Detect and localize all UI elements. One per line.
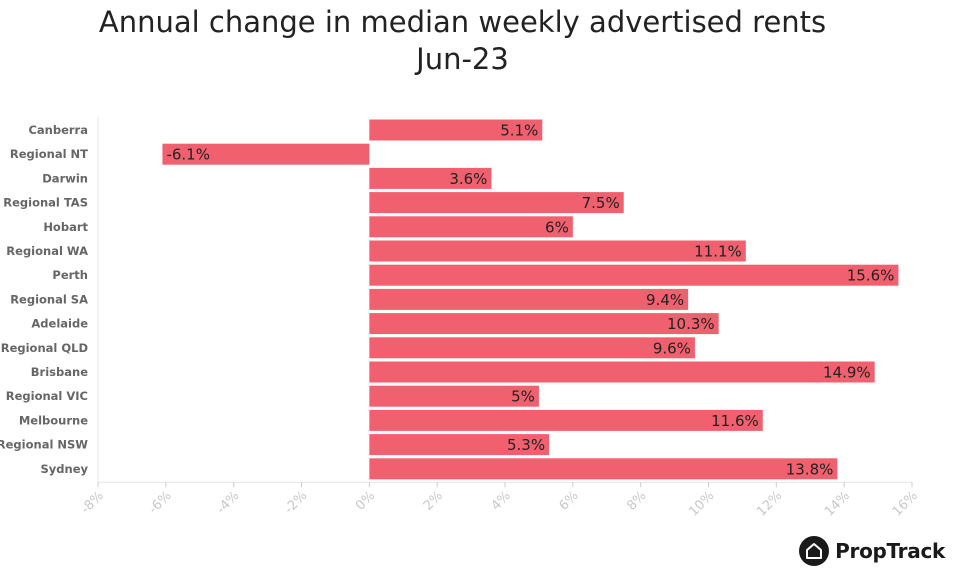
- data-label: 11.1%: [694, 243, 742, 261]
- bar: [369, 240, 746, 262]
- category-label: Regional NSW: [0, 438, 88, 452]
- house-icon: [799, 536, 830, 566]
- x-tick-label: 4%: [489, 489, 514, 514]
- category-label: Regional TAS: [3, 196, 88, 210]
- data-label: 9.4%: [646, 291, 684, 309]
- bar: [369, 192, 624, 214]
- category-label: Regional QLD: [1, 341, 88, 355]
- bar: [369, 409, 763, 431]
- brand-name: PropTrack: [835, 539, 945, 563]
- bar: [369, 216, 573, 238]
- category-label: Darwin: [42, 171, 88, 185]
- x-tick-label: -6%: [146, 489, 175, 518]
- category-label: Hobart: [43, 220, 88, 234]
- bar: [369, 119, 543, 141]
- bar: [369, 458, 838, 480]
- chart-title: Annual change in median weekly advertise…: [98, 5, 827, 39]
- x-tick-label: -2%: [282, 489, 311, 518]
- x-tick-label: 10%: [686, 489, 717, 520]
- data-label: 6%: [545, 218, 569, 236]
- x-tick-label: -8%: [78, 489, 107, 518]
- data-label: 13.8%: [786, 460, 834, 478]
- chart-subtitle: Jun-23: [416, 42, 509, 76]
- bar: [369, 361, 875, 383]
- x-tick-label: 14%: [822, 489, 853, 520]
- category-label: Sydney: [41, 462, 89, 476]
- bar: [369, 313, 719, 335]
- data-label: 3.6%: [449, 170, 487, 188]
- data-label: 9.6%: [653, 339, 691, 357]
- category-label: Brisbane: [31, 365, 88, 379]
- bar: [369, 337, 695, 359]
- x-tick-label: 2%: [421, 489, 446, 514]
- data-label: 7.5%: [582, 194, 620, 212]
- category-label: Adelaide: [31, 317, 88, 331]
- category-label: Perth: [52, 268, 88, 282]
- data-label: 14.9%: [823, 364, 871, 382]
- data-label: 10.3%: [667, 315, 715, 333]
- category-label: Regional NT: [10, 147, 88, 161]
- category-label: Melbourne: [19, 413, 88, 427]
- category-label: Regional VIC: [6, 389, 88, 403]
- bar: [369, 288, 689, 310]
- data-label: -6.1%: [166, 146, 210, 164]
- bar: [369, 167, 492, 189]
- bar: [369, 385, 539, 407]
- category-label: Regional WA: [6, 244, 88, 258]
- x-tick-label: -4%: [214, 489, 243, 518]
- x-tick-label: 6%: [556, 489, 581, 514]
- data-label: 5.1%: [500, 122, 538, 140]
- x-tick-label: 16%: [890, 489, 921, 520]
- data-label: 11.6%: [711, 412, 759, 430]
- x-tick-label: 0%: [353, 489, 378, 514]
- data-label: 5.3%: [507, 436, 545, 454]
- bar: [162, 143, 370, 165]
- bar: [369, 434, 550, 456]
- proptrack-logo: PropTrack: [799, 536, 945, 566]
- category-label: Regional SA: [10, 292, 88, 306]
- bar: [369, 264, 899, 286]
- x-tick-label: 12%: [754, 489, 785, 520]
- data-label: 15.6%: [847, 267, 895, 285]
- category-label: Canberra: [28, 123, 88, 137]
- x-tick-label: 8%: [624, 489, 649, 514]
- data-label: 5%: [511, 388, 535, 406]
